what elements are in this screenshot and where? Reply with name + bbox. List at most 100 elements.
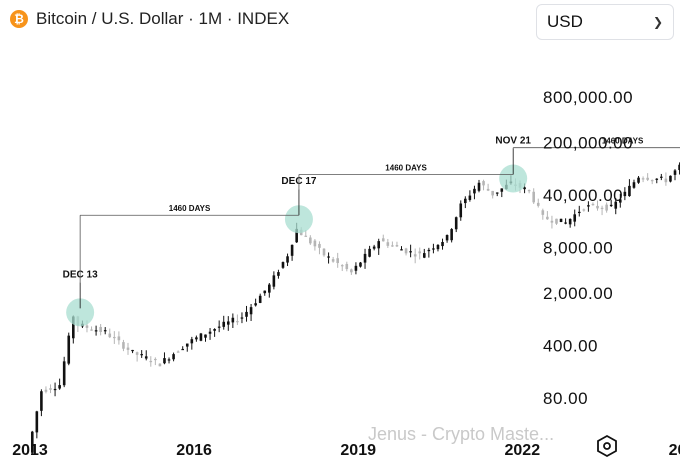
candle <box>144 350 148 361</box>
candle <box>345 261 349 272</box>
candle <box>331 256 335 263</box>
x-tick-label: 2013 <box>12 442 48 459</box>
chart-title: Bitcoin / U.S. Dollar · 1M · INDEX <box>36 9 290 28</box>
candle <box>650 179 654 185</box>
candle <box>181 346 185 351</box>
candle <box>477 179 481 193</box>
candle <box>135 351 139 362</box>
candle <box>217 320 221 333</box>
candle <box>249 303 253 321</box>
candle <box>359 261 362 268</box>
candle <box>117 331 121 345</box>
candle <box>340 264 344 272</box>
candle <box>368 245 371 258</box>
candle <box>441 238 444 250</box>
candle <box>53 382 57 397</box>
x-tick-label: 2016 <box>176 442 212 459</box>
candle <box>391 241 394 247</box>
candle <box>277 269 280 279</box>
candle <box>532 188 535 204</box>
candle <box>386 238 390 248</box>
candle <box>208 328 212 340</box>
candle <box>637 176 640 184</box>
candle <box>550 215 554 229</box>
candle <box>67 332 71 366</box>
candle <box>236 314 239 326</box>
candle <box>103 327 107 335</box>
candle <box>591 202 595 206</box>
candle <box>459 200 463 221</box>
candle <box>605 202 608 213</box>
candle <box>40 389 43 417</box>
peak-label: NOV 21 <box>495 136 531 147</box>
candle <box>445 234 449 243</box>
candle <box>641 176 645 183</box>
candle <box>94 325 98 336</box>
x-tick-label: 2025 <box>669 442 680 459</box>
candle <box>140 350 143 358</box>
peak-highlight-circle <box>66 298 95 327</box>
currency-value: USD <box>547 12 583 31</box>
candle <box>609 199 613 207</box>
candle <box>309 235 312 245</box>
candle <box>185 343 189 352</box>
tradingview-logo-icon[interactable] <box>595 434 619 458</box>
candle <box>409 244 412 258</box>
candle <box>254 298 257 307</box>
candle <box>468 190 472 202</box>
candle <box>272 271 276 290</box>
candle <box>350 268 353 275</box>
watermark-text: Jenus - Crypto Maste... <box>368 424 554 445</box>
candle <box>318 241 321 255</box>
y-tick-label: 8,000.00 <box>543 239 613 258</box>
candle <box>290 244 294 261</box>
candle <box>122 339 125 352</box>
candle <box>158 363 162 367</box>
candle <box>199 332 203 342</box>
x-axis: 201320162019202220252028 <box>12 442 680 459</box>
candle <box>263 290 267 296</box>
candle <box>628 179 631 197</box>
x-tick-label: 2019 <box>340 442 376 459</box>
candle <box>240 312 244 324</box>
y-tick-label: 80.00 <box>543 389 588 408</box>
candle <box>172 352 175 362</box>
candle <box>660 173 663 181</box>
candle <box>149 356 153 367</box>
candle <box>582 208 586 212</box>
candle <box>587 201 590 212</box>
intervals-group: 1460 DAYS 1460 DAYS 1460 DAYS <box>79 137 680 283</box>
candle <box>395 241 399 248</box>
candle <box>176 350 180 353</box>
candle <box>454 216 458 233</box>
candle <box>632 179 636 189</box>
candle <box>596 200 599 211</box>
candle <box>495 192 499 197</box>
y-tick-label: 400.00 <box>543 336 598 355</box>
peak-highlight-circle <box>499 164 528 193</box>
currency-select[interactable]: USD ❯ <box>536 4 674 40</box>
candle <box>322 248 326 257</box>
candle <box>464 196 467 209</box>
candle <box>44 386 48 394</box>
candle <box>432 243 435 254</box>
interval-label: 1460 DAYS <box>385 164 427 173</box>
candle <box>491 190 494 199</box>
candle <box>354 262 358 275</box>
candle <box>154 357 157 366</box>
candle <box>541 208 545 220</box>
candle <box>600 205 604 216</box>
candle <box>450 228 453 243</box>
candle <box>108 328 112 339</box>
candle <box>231 313 235 329</box>
candle <box>669 175 672 183</box>
candle <box>614 197 618 215</box>
peak-highlight-circle <box>284 205 313 234</box>
candle <box>131 349 134 354</box>
candle <box>646 173 649 182</box>
y-tick-label: 200,000.00 <box>543 133 633 152</box>
candle <box>336 252 339 268</box>
candle <box>555 218 558 225</box>
candle <box>49 384 52 394</box>
candle <box>573 209 577 227</box>
